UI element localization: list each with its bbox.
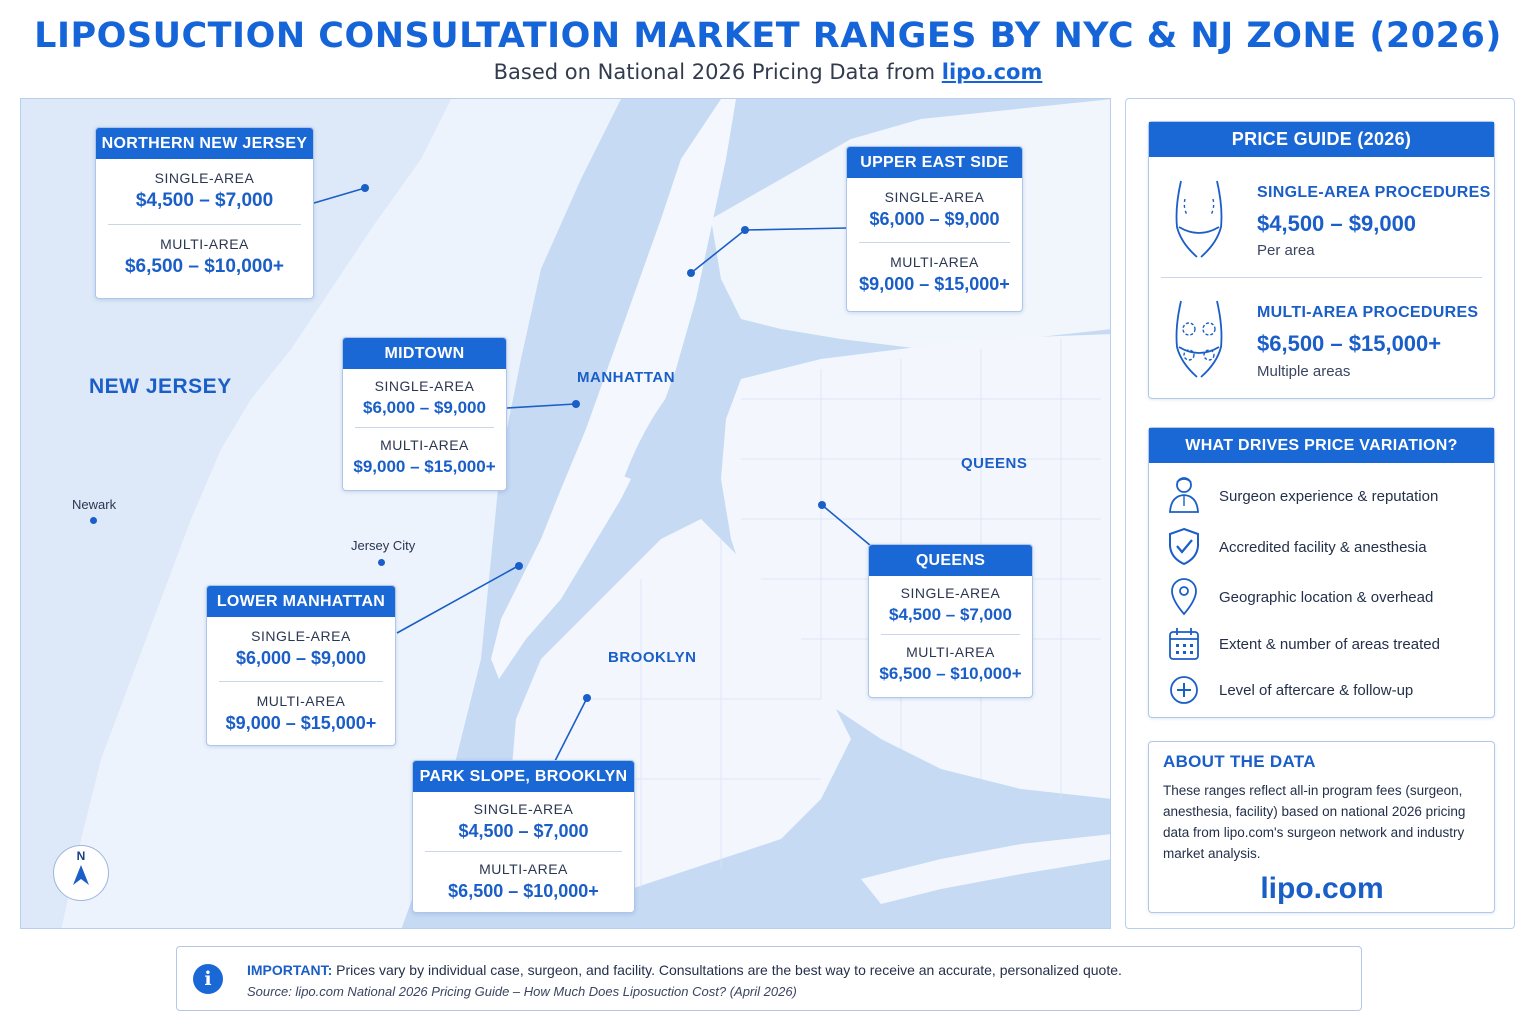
multi-area-range: $9,000 – $15,000+: [353, 457, 496, 476]
multi-area-label: MULTI-AREA: [160, 236, 249, 252]
multi-area-range: $6,500 – $10,000+: [124, 256, 284, 277]
multi-area-label: MULTI-AREA: [906, 644, 995, 660]
north-arrow-icon: [73, 865, 89, 885]
single-area-label: SINGLE-AREA: [251, 628, 351, 644]
divider: [1161, 277, 1482, 278]
single-area-label: SINGLE-AREA: [154, 170, 255, 186]
subtitle-text: Based on National 2026 Pricing Data from: [493, 60, 942, 84]
multi-area-note: Multiple areas: [1257, 363, 1351, 380]
zone-title: PARK SLOPE, BROOKLYN: [413, 761, 634, 792]
zone-card-queens[interactable]: QUEENS SINGLE-AREA $4,500 – $7,000 MULTI…: [868, 544, 1033, 698]
zone-card-lower-manhattan[interactable]: LOWER MANHATTAN SINGLE-AREA $6,000 – $9,…: [206, 585, 396, 746]
divider: [219, 681, 383, 682]
single-area-range: $4,500 – $7,000: [135, 190, 274, 211]
single-area-range: $6,000 – $9,000: [235, 648, 367, 668]
price-guide-card: PRICE GUIDE (2026) SINGLE-AREA PROCEDURE…: [1148, 121, 1495, 399]
label-jersey-city: Jersey City: [351, 538, 416, 553]
divider: [108, 224, 301, 225]
about-text: These ranges reflect all-in program fees…: [1163, 783, 1466, 861]
single-area-label: SINGLE-AREA: [374, 378, 475, 394]
map-marker-midtown[interactable]: [572, 400, 580, 408]
drivers-title: WHAT DRIVES PRICE VARIATION?: [1149, 428, 1494, 463]
label-new-jersey: NEW JERSEY: [89, 375, 232, 398]
region-map[interactable]: NEW JERSEY MANHATTAN QUEENS BROOKLYN New…: [20, 98, 1111, 929]
single-area-title: SINGLE-AREA PROCEDURES: [1257, 184, 1491, 201]
multi-area-label: MULTI-AREA: [256, 693, 346, 709]
multi-area-range: $9,000 – $15,000+: [859, 274, 1010, 294]
divider: [881, 634, 1020, 635]
zone-title: UPPER EAST SIDE: [847, 147, 1022, 178]
source-link[interactable]: lipo.com: [941, 60, 1043, 84]
single-area-range: $6,000 – $9,000: [869, 209, 1000, 229]
driver-label: Extent & number of areas treated: [1219, 636, 1440, 653]
label-brooklyn: BROOKLYN: [608, 649, 697, 666]
surgeon-icon: [1169, 477, 1199, 513]
single-area-price: $4,500 – $9,000: [1257, 211, 1417, 236]
multi-area-label: MULTI-AREA: [380, 437, 469, 453]
driver-label: Geographic location & overhead: [1219, 589, 1434, 606]
multi-area-label: MULTI-AREA: [890, 254, 979, 270]
source-citation: Source: lipo.com National 2026 Pricing G…: [247, 984, 797, 999]
single-area-range: $4,500 – $7,000: [889, 605, 1012, 624]
multi-area-title: MULTI-AREA PROCEDURES: [1257, 304, 1479, 321]
location-pin-icon: [1171, 578, 1197, 616]
notice-label: IMPORTANT:: [247, 962, 333, 978]
zone-card-midtown[interactable]: MIDTOWN SINGLE-AREA $6,000 – $9,000 MULT…: [342, 337, 507, 491]
single-area-note: Per area: [1257, 242, 1315, 259]
single-area-range: $6,000 – $9,000: [363, 398, 486, 417]
map-marker-park-slope[interactable]: [583, 694, 591, 702]
zone-card-park-slope-brooklyn[interactable]: PARK SLOPE, BROOKLYN SINGLE-AREA $4,500 …: [412, 760, 635, 913]
price-guide-title: PRICE GUIDE (2026): [1149, 122, 1494, 157]
zone-title: QUEENS: [869, 545, 1032, 576]
compass-north-label: N: [76, 849, 86, 863]
page-title: LIPOSUCTION CONSULTATION MARKET RANGES B…: [34, 16, 1502, 56]
important-notice: i IMPORTANT: Prices vary by individual c…: [176, 946, 1362, 1011]
label-queens: QUEENS: [961, 455, 1028, 472]
divider: [859, 242, 1010, 243]
body-multi-area-icon: [1175, 300, 1223, 378]
about-title: ABOUT THE DATA: [1163, 752, 1316, 771]
multi-area-range: $6,500 – $10,000+: [448, 881, 599, 901]
divider: [425, 851, 622, 852]
multi-area-range: $9,000 – $15,000+: [225, 713, 377, 733]
map-marker-upper-manhattan[interactable]: [687, 269, 695, 277]
multi-area-range: $6,500 – $10,000+: [879, 664, 1022, 683]
shield-check-icon: [1169, 527, 1199, 566]
map-marker-queens[interactable]: [818, 501, 826, 509]
lipo-logo[interactable]: lipo.com: [1260, 872, 1384, 905]
calendar-icon: [1169, 628, 1199, 660]
map-marker-newark: [90, 517, 97, 524]
compass: N: [53, 845, 109, 901]
single-area-label: SINGLE-AREA: [473, 801, 574, 817]
zone-card-upper-east-side[interactable]: UPPER EAST SIDE SINGLE-AREA $6,000 – $9,…: [846, 146, 1023, 312]
single-area-label: SINGLE-AREA: [884, 189, 985, 205]
zone-title: LOWER MANHATTAN: [207, 586, 395, 617]
info-icon: i: [193, 964, 223, 994]
zone-title: MIDTOWN: [343, 338, 506, 369]
notice-body: Prices vary by individual case, surgeon,…: [332, 962, 1122, 978]
map-marker-northern-nj[interactable]: [361, 184, 369, 192]
multi-area-price: $6,500 – $15,000+: [1257, 331, 1442, 356]
single-area-range: $4,500 – $7,000: [458, 821, 589, 841]
multi-area-label: MULTI-AREA: [479, 861, 568, 877]
driver-label: Level of aftercare & follow-up: [1219, 682, 1414, 699]
label-manhattan: MANHATTAN: [577, 369, 676, 386]
divider: [355, 427, 494, 428]
driver-label: Accredited facility & anesthesia: [1219, 539, 1427, 556]
page-subtitle: Based on National 2026 Pricing Data from…: [0, 60, 1536, 84]
zone-title: NORTHERN NEW JERSEY: [96, 128, 313, 159]
map-marker-upper-east-side[interactable]: [741, 226, 749, 234]
driver-label: Surgeon experience & reputation: [1219, 488, 1439, 505]
label-newark: Newark: [72, 497, 117, 512]
map-marker-jersey-city: [378, 559, 385, 566]
about-data-card: ABOUT THE DATA These ranges reflect all-…: [1148, 741, 1495, 913]
notice-text: IMPORTANT: Prices vary by individual cas…: [247, 962, 1122, 978]
zone-card-northern-new-jersey[interactable]: NORTHERN NEW JERSEY SINGLE-AREA $4,500 –…: [95, 127, 314, 299]
single-area-label: SINGLE-AREA: [900, 585, 1001, 601]
side-panel: PRICE GUIDE (2026) SINGLE-AREA PROCEDURE…: [1125, 98, 1515, 929]
map-marker-lower-manhattan[interactable]: [515, 562, 523, 570]
body-single-area-icon: [1175, 180, 1223, 258]
price-drivers-card: WHAT DRIVES PRICE VARIATION? Surgeon exp…: [1148, 427, 1495, 718]
plus-circle-icon: [1170, 676, 1198, 704]
